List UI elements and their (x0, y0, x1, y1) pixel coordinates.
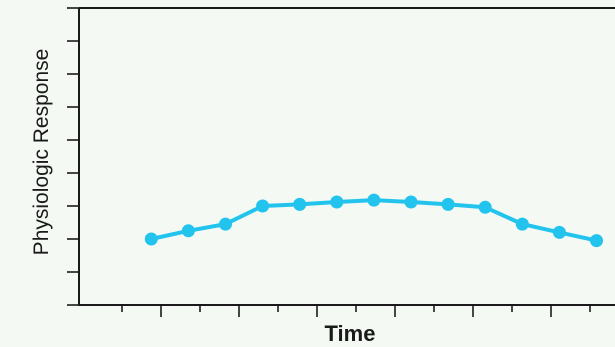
data-points (144, 193, 603, 248)
data-point (144, 232, 158, 246)
data-point (330, 195, 344, 209)
data-point (404, 195, 418, 209)
data-point (478, 200, 492, 214)
data-point (552, 225, 566, 239)
x-axis-label: Time (325, 321, 376, 346)
x-axis-ticks (121, 305, 591, 317)
data-point (256, 199, 270, 213)
y-axis-ticks (67, 7, 79, 306)
data-point (293, 197, 307, 211)
axis-frame (78, 8, 615, 306)
data-point (181, 224, 195, 238)
data-point (441, 197, 455, 211)
data-point (367, 193, 381, 207)
data-point (219, 217, 232, 231)
data-point (515, 217, 529, 231)
data-point (590, 234, 603, 248)
y-axis-label: Physiologic Response (30, 49, 53, 256)
